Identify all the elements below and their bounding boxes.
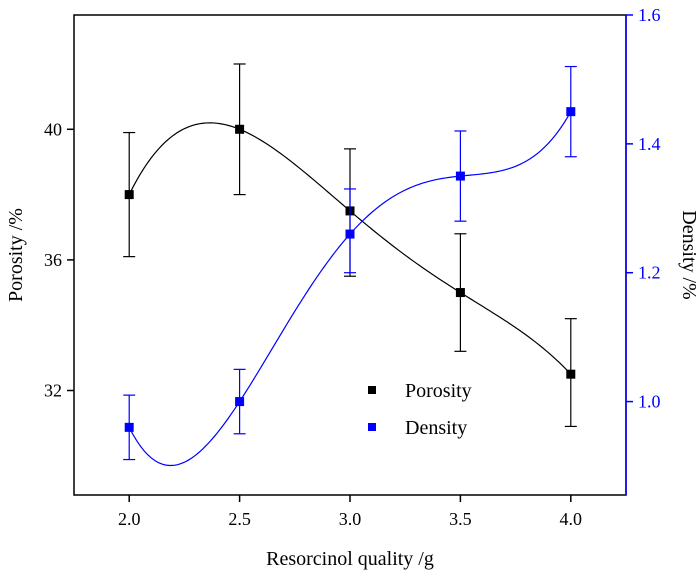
data-point-density: [455, 171, 465, 181]
y-left-axis-label: Porosity /%: [5, 208, 27, 302]
data-point-porosity: [455, 288, 465, 298]
data-point-density: [235, 397, 245, 407]
data-point-porosity: [124, 190, 134, 200]
x-tick-label: 4.0: [560, 509, 583, 529]
legend-label-porosity: Porosity: [405, 380, 472, 402]
x-tick-label: 2.0: [118, 509, 141, 529]
marks-layer: [123, 63, 577, 461]
data-point-density: [124, 422, 134, 432]
x-tick-label: 3.0: [339, 509, 362, 529]
x-axis-label: Resorcinol quality /g: [266, 548, 434, 570]
x-tick-label: 2.5: [228, 509, 251, 529]
y-left-tick-label: 40: [44, 119, 62, 139]
y-right-tick-label: 1.2: [638, 263, 661, 283]
data-point-density: [566, 107, 576, 117]
y-right-tick-label: 1.6: [638, 5, 661, 25]
data-point-density: [345, 229, 355, 239]
data-point-porosity: [566, 369, 576, 379]
legend-label-density: Density: [405, 417, 467, 439]
legend-marker-porosity: [368, 386, 376, 394]
data-point-porosity: [235, 124, 245, 134]
y-right-tick-label: 1.0: [638, 392, 661, 412]
y-left-tick-label: 36: [44, 250, 62, 270]
legend: Porosity Density: [368, 380, 472, 439]
ticks-layer: 2.0 2.5 3.0 3.5 4.0 32 36 40 1.0 1.2 1.4 1.6: [44, 5, 661, 529]
y-left-tick-label: 32: [44, 381, 62, 401]
y-right-axis-label: Density /%: [678, 210, 700, 299]
legend-marker-density: [368, 423, 376, 431]
x-tick-label: 3.5: [449, 509, 472, 529]
y-right-tick-label: 1.4: [638, 134, 661, 154]
